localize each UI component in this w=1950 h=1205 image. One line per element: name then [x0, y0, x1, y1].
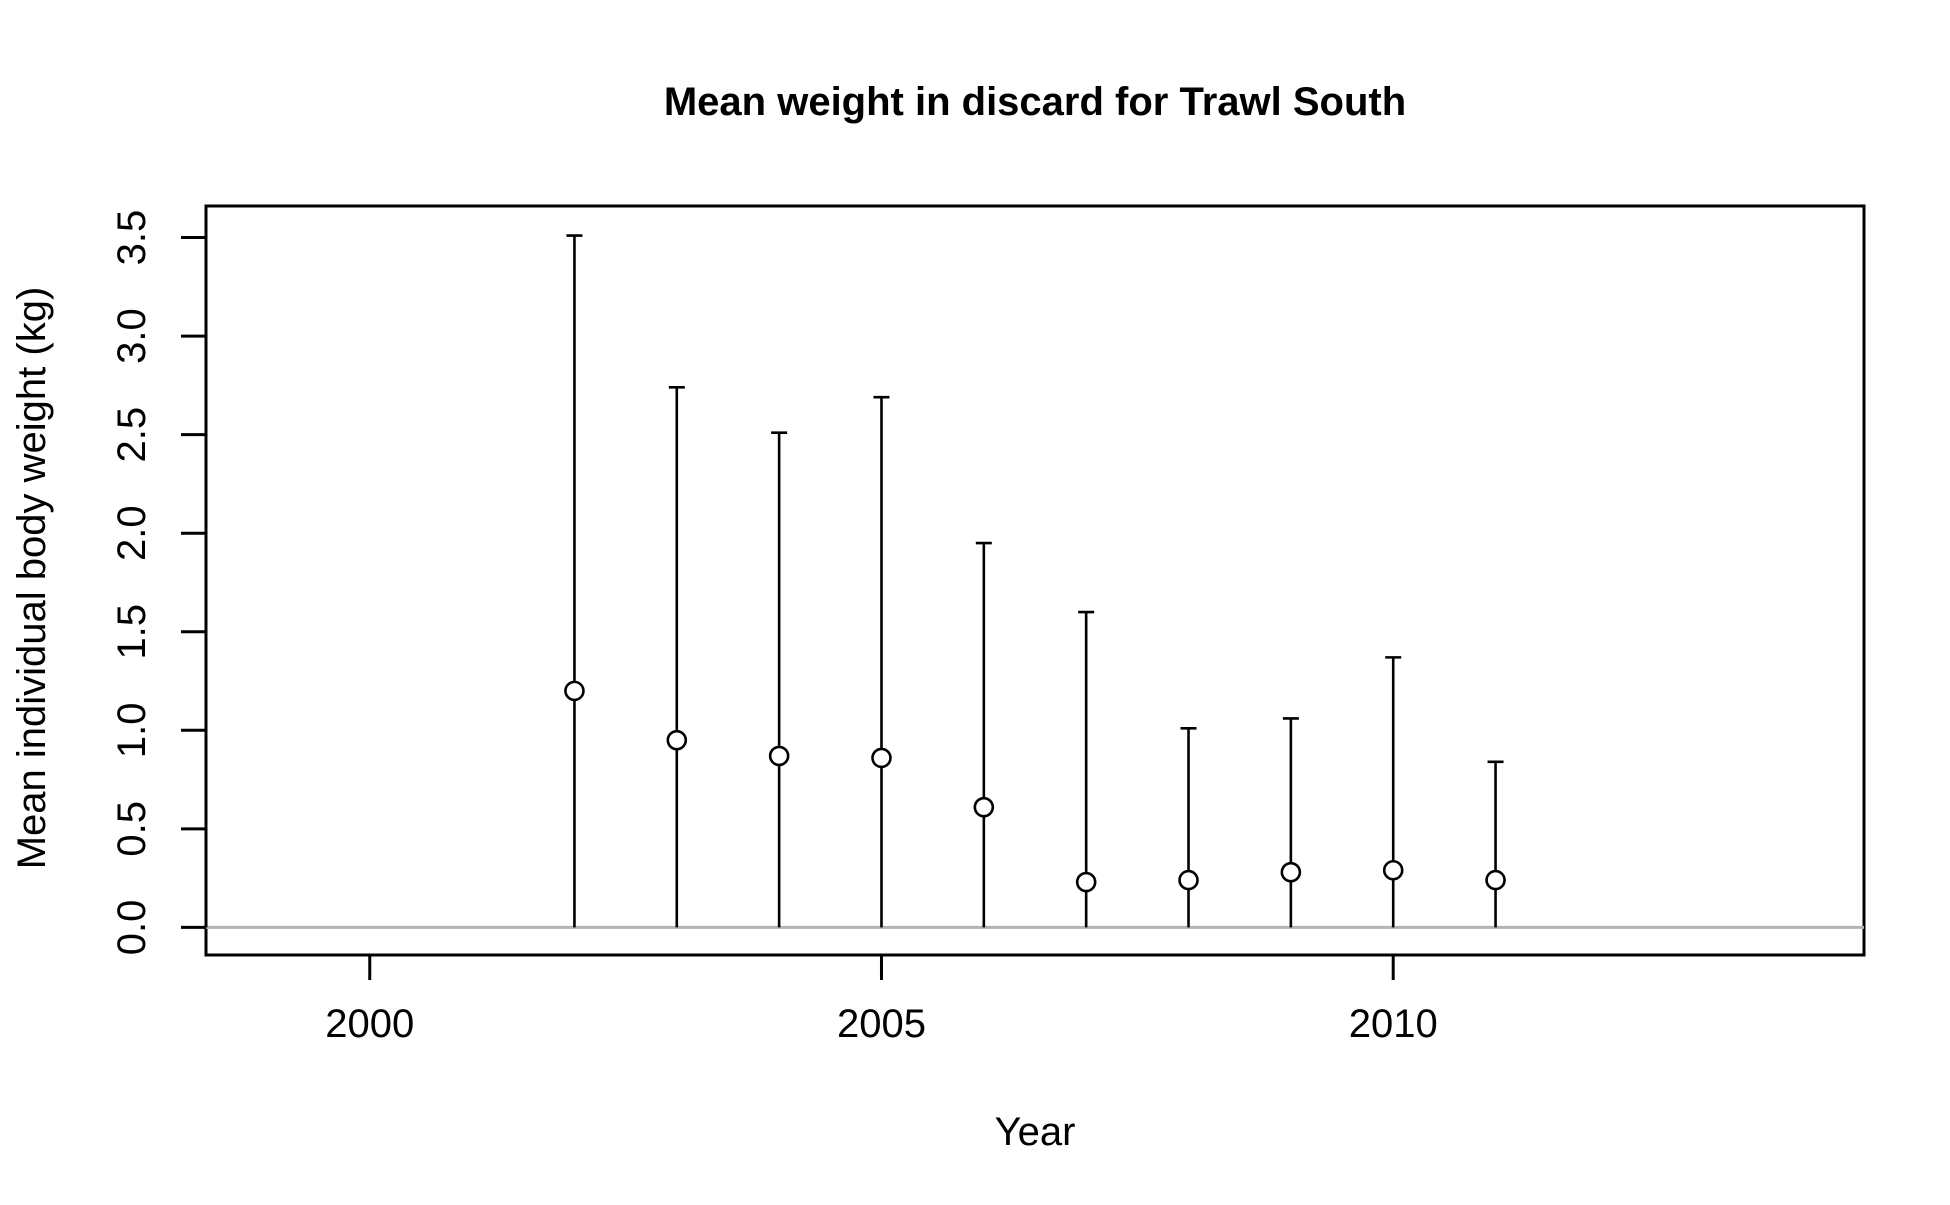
x-tick-label: 2010	[1349, 1002, 1438, 1046]
point-layer	[564, 680, 1506, 893]
y-tick-label: 1.5	[110, 604, 154, 660]
y-tick-label: 3.0	[110, 308, 154, 364]
plot-frame	[204, 204, 1866, 957]
chart-title: Mean weight in discard for Trawl South	[664, 80, 1406, 124]
y-tick-label: 0.5	[110, 801, 154, 857]
data-point	[1075, 871, 1097, 893]
y-tick-label: 0.0	[110, 900, 154, 956]
x-axis-label: Year	[995, 1110, 1076, 1154]
y-axis: 0.0 0.5 1.0 1.5 2.0 2.5 3.0 3.5	[110, 210, 208, 956]
data-point	[1382, 859, 1404, 881]
y-tick-label: 2.0	[110, 505, 154, 561]
x-axis: 2000 2005 2010	[325, 953, 1438, 1046]
x-tick-label: 2005	[837, 1002, 926, 1046]
data-point	[973, 796, 995, 818]
data-point	[666, 729, 688, 751]
data-point	[768, 745, 790, 767]
y-tick-label: 3.5	[110, 210, 154, 266]
x-tick-label: 2000	[325, 1002, 414, 1046]
data-point	[871, 747, 892, 769]
data-point	[564, 680, 585, 702]
y-tick-label: 2.5	[110, 407, 154, 463]
data-point	[1178, 869, 1199, 891]
data-point	[1280, 861, 1302, 883]
error-bar-layer	[566, 234, 1504, 928]
data-point	[1485, 869, 1506, 891]
y-axis-label: Mean individual body weight (kg)	[10, 287, 54, 870]
y-tick-label: 1.0	[110, 702, 154, 758]
